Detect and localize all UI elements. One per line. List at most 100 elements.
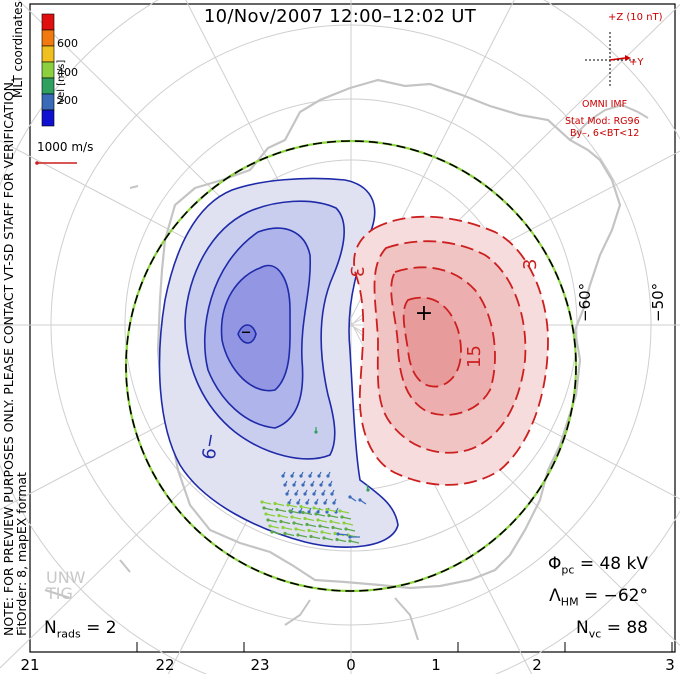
- imf-z-label: +Z (10 nT): [608, 12, 663, 23]
- velocity-vector-origin: [290, 515, 294, 519]
- velocity-vector-origin: [296, 501, 300, 505]
- velocity-vector-origin: [268, 524, 272, 528]
- potential-minimum-marker: –: [241, 319, 251, 343]
- velocity-vector-origin: [308, 474, 312, 478]
- coastline: [156, 78, 622, 590]
- velocity-vector-origin: [322, 536, 326, 540]
- velocity-vector-origin: [309, 534, 313, 539]
- stat-nrads: Nrads = 2: [44, 618, 117, 640]
- velocity-vector-origin: [288, 509, 292, 513]
- velocity-vector-origin: [307, 510, 311, 514]
- imf-source-label: OMNI IMF: [582, 99, 628, 110]
- velocity-vector-origin: [358, 498, 362, 502]
- velocity-vector-origin: [279, 519, 283, 524]
- velocity-vector-origin: [314, 501, 318, 505]
- velocity-vector-origin: [366, 488, 370, 492]
- velocity-vector-origin: [319, 483, 323, 487]
- velocity-vector-origin: [298, 510, 302, 514]
- colorbar-block: [41, 77, 55, 95]
- velocity-vector-origin: [301, 510, 305, 515]
- velocity-vector-origin: [320, 530, 324, 534]
- velocity-vector-origin: [342, 521, 346, 525]
- velocity-vector-origin: [332, 501, 336, 505]
- stat-lambda-symbol: Λ: [549, 586, 561, 606]
- velocity-vector-origin: [326, 474, 330, 478]
- colorbar-block: [41, 109, 55, 127]
- imf-condition-label: By–, 6<BT<12: [570, 128, 640, 139]
- velocity-vector-origin: [270, 530, 274, 534]
- stat-model-label: Stat Mod: RG96: [565, 116, 640, 127]
- velocity-vector-origin: [286, 503, 290, 507]
- velocity-vector-origin: [281, 525, 285, 530]
- stat-vector-count: Nvc = 88: [576, 618, 648, 640]
- velocity-vector-origin: [281, 474, 285, 478]
- velocity-vector-origin: [327, 513, 331, 518]
- velocity-vector-origin: [305, 501, 309, 505]
- plot-frame: [29, 3, 676, 653]
- colorbar-tick-400: 400: [57, 66, 78, 79]
- stat-cross-polar-potential: Φpc = 48 kV: [548, 554, 648, 576]
- velocity-vector-origin: [260, 500, 264, 504]
- velocity-vector-origin: [338, 509, 342, 513]
- velocity-vector-origin: [283, 483, 287, 487]
- velocity-vector-origin: [301, 483, 305, 487]
- imf-y-label: +Y: [629, 57, 644, 68]
- watermark-line-2: TIG: [46, 584, 73, 603]
- velocity-vector-origin: [299, 504, 303, 509]
- velocity-vector-origin: [314, 430, 318, 434]
- imf-dial: [585, 32, 636, 86]
- stat-nvc-value: = 88: [606, 618, 648, 638]
- colorbar-tick-600: 600: [57, 37, 78, 50]
- velocity-vector-origin: [292, 521, 296, 525]
- stat-lambda-sub: HM: [560, 595, 579, 609]
- velocity-vector-origin: [305, 522, 309, 527]
- coastline-antarctic-peninsula: [569, 103, 649, 141]
- velocity-vector-origin: [266, 518, 270, 522]
- velocity-vector-origin: [262, 506, 266, 510]
- velocity-vector-origin: [348, 535, 352, 539]
- mlt-label-22: 22: [155, 656, 175, 674]
- watermark: UNW TIG: [46, 570, 86, 602]
- colorbar-block: [41, 29, 55, 47]
- velocity-vector-origin: [344, 527, 348, 531]
- velocity-vector-origin: [307, 528, 311, 533]
- velocity-vector-origin: [318, 524, 322, 528]
- velocity-vector-origin: [312, 506, 316, 510]
- colorbar-tick-200: 200: [57, 94, 78, 107]
- velocity-vector-origin: [292, 483, 296, 487]
- velocity-vectors: [260, 427, 370, 544]
- colorbar-block: [41, 45, 55, 63]
- stat-nrads-value: = 2: [86, 618, 117, 638]
- velocity-vector-origin: [296, 533, 300, 537]
- coastline-detail: [44, 185, 419, 641]
- velocity-vector-origin: [333, 531, 337, 536]
- mlt-label-1: 1: [431, 656, 441, 674]
- contour-label-minus9: −9: [196, 431, 221, 461]
- velocity-vector-origin: [294, 527, 298, 531]
- velocity-vector-origin: [321, 492, 325, 496]
- stat-nvc-symbol: N: [576, 618, 589, 638]
- velocity-vector-origin: [312, 492, 316, 496]
- mlt-label-3: 3: [665, 656, 675, 674]
- velocity-vector-origin: [325, 510, 329, 514]
- velocity-vector-origin: [273, 501, 277, 506]
- velocity-vector-origin: [331, 525, 335, 530]
- scale-vector: [35, 161, 77, 165]
- contour-label-3-left: 3: [346, 266, 367, 277]
- stat-lambda-value: = −62°: [583, 586, 648, 606]
- stat-nrads-sub: rads: [56, 627, 81, 641]
- mlt-label-21: 21: [20, 656, 40, 674]
- mlt-label-23: 23: [250, 656, 270, 674]
- velocity-vector-origin: [290, 474, 294, 478]
- hm-boundary: [125, 140, 577, 592]
- velocity-vector-origin: [340, 515, 344, 519]
- velocity-vector-origin: [348, 539, 352, 543]
- fit-info: FitOrder: 8, mapEX format: [14, 472, 29, 636]
- velocity-vector-origin: [336, 532, 340, 536]
- velocity-vector-origin: [325, 507, 329, 512]
- velocity-colorbar: [41, 13, 55, 127]
- colorbar-block: [41, 61, 55, 79]
- velocity-vector-origin: [329, 519, 333, 524]
- velocity-vector-origin: [303, 516, 307, 521]
